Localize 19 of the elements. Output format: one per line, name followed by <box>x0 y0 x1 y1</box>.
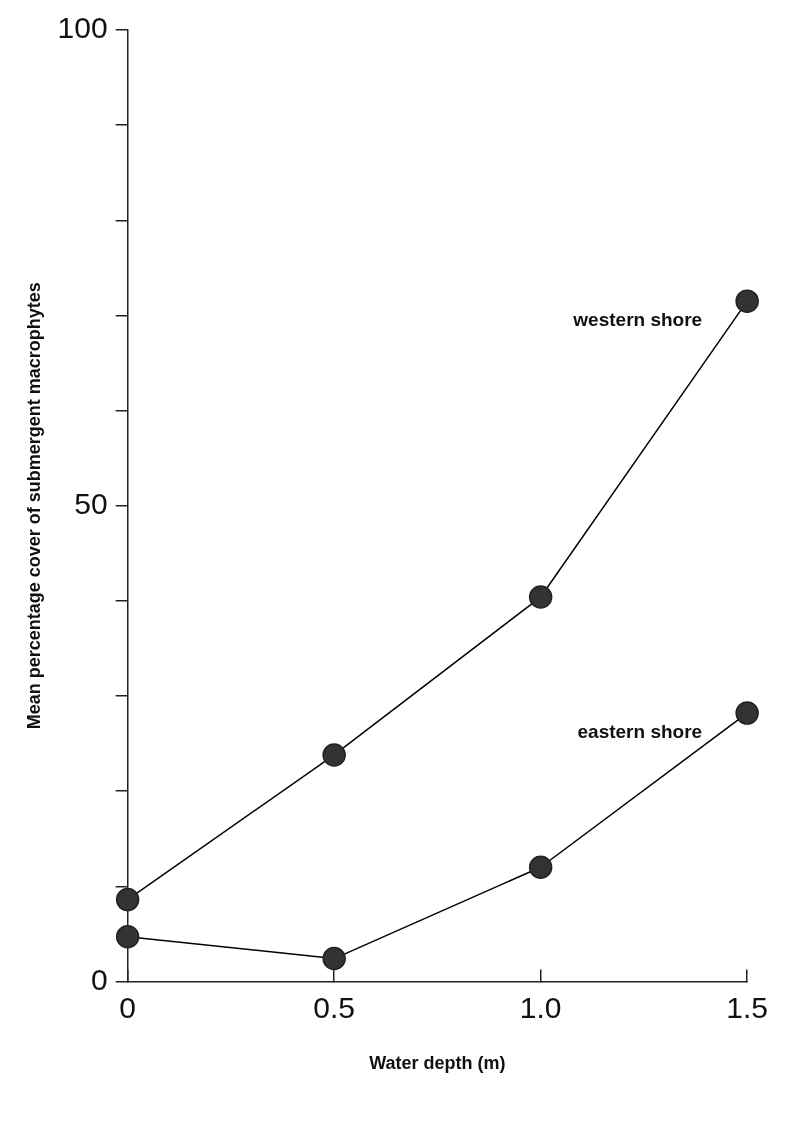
series-label: eastern shore <box>577 721 703 743</box>
y-tick-label: 100 <box>57 11 108 45</box>
point <box>735 701 759 725</box>
series-label: western shore <box>572 309 703 331</box>
y-tick-label: 50 <box>74 486 108 520</box>
point <box>528 855 553 879</box>
point <box>115 924 140 949</box>
point <box>528 585 553 609</box>
y-axis-title: Mean percentage cover of submergent macrophytes <box>23 282 44 730</box>
x-tick-label: 0.5 <box>313 990 356 1024</box>
point <box>322 946 346 971</box>
point <box>115 887 140 912</box>
x-axis-title: Water depth (m) <box>369 1053 506 1074</box>
x-tick-label: 1.5 <box>726 990 769 1024</box>
x-tick-label: 1.0 <box>519 990 562 1024</box>
point <box>322 743 346 767</box>
point <box>735 289 759 313</box>
x-tick-label: 0 <box>119 990 136 1024</box>
y-tick-label: 0 <box>90 962 108 996</box>
